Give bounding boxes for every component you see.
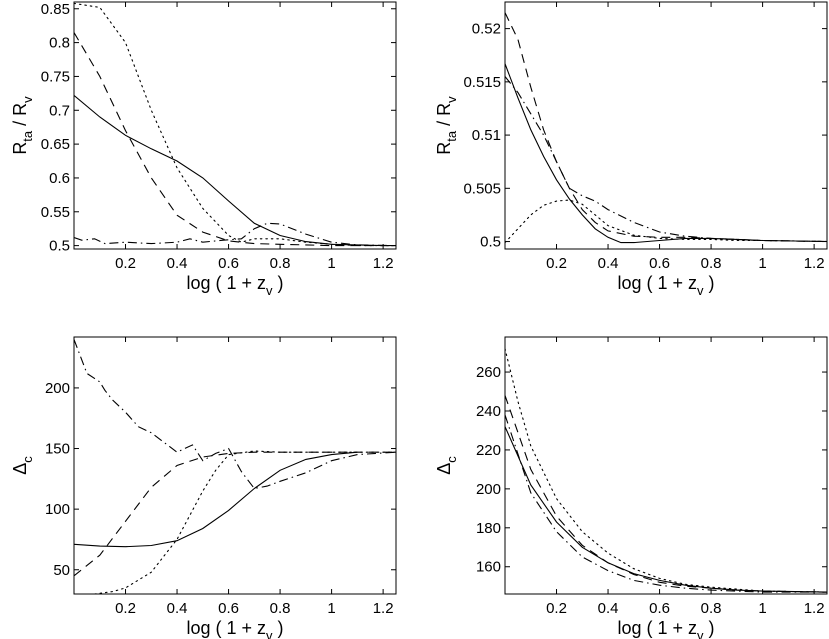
- x-tick-label: 0.2: [546, 255, 567, 272]
- panel-top-right: 0.2 0.4 0.6 0.8 1 1.2 0.5 0.505 0.51 0.515 0.52 log…: [434, 1, 828, 298]
- panel-bottom-left: 0.2 0.4 0.6 0.8 1 1.2 50 100 150 200 log ( 1 + zv …: [10, 336, 397, 639]
- y-axis-label: Δc: [434, 456, 459, 475]
- series-line-dashdot: [74, 339, 396, 490]
- x-tick-label: 0.4: [167, 600, 188, 617]
- y-axis-label: Rta / Rv: [434, 96, 459, 155]
- x-tick-label: 1.2: [804, 600, 825, 617]
- y-tick-label: 0.85: [41, 1, 70, 18]
- series-line-solid: [505, 63, 827, 244]
- x-tick-label: 1: [758, 600, 766, 617]
- x-tick-label: 1: [327, 255, 335, 272]
- y-tick-label: 240: [476, 403, 501, 420]
- x-tick-label: 1.2: [373, 600, 394, 617]
- series-line-dotted: [505, 199, 827, 244]
- x-axis-label: log ( 1 + zv ): [186, 273, 283, 298]
- axes-frame: [73, 1, 397, 250]
- x-tick-label: 0.8: [701, 600, 722, 617]
- y-tick-label: 220: [476, 442, 501, 459]
- y-tick-label: 100: [45, 501, 70, 518]
- x-tick-label: 0.4: [598, 255, 619, 272]
- x-tick-label: 0.6: [218, 600, 239, 617]
- series-line-dotted: [74, 2, 396, 247]
- series-line-dashed: [74, 32, 396, 247]
- series-line-dashed: [505, 395, 827, 593]
- x-tick-label: 0.2: [115, 600, 136, 617]
- series-line-dashdot: [505, 414, 827, 593]
- series-line-solid: [74, 451, 358, 548]
- series-line-dashdot: [505, 76, 827, 243]
- series-line-dotted: [94, 450, 396, 594]
- x-tick-label: 0.6: [649, 600, 670, 617]
- y-tick-label: 0.8: [49, 35, 70, 52]
- x-tick-label: 0.8: [270, 255, 291, 272]
- x-tick-label: 0.2: [546, 600, 567, 617]
- panel-bottom-right: 0.2 0.4 0.6 0.8 1 1.2 160 180 200 220 240 260 log ( …: [434, 336, 828, 639]
- y-tick-label: 0.6: [49, 170, 70, 187]
- y-axis-label: Rta / Rv: [10, 96, 35, 155]
- y-tick-label: 0.5: [49, 238, 70, 255]
- y-tick-label: 0.505: [463, 180, 501, 197]
- x-axis-label: log ( 1 + zv ): [617, 618, 714, 639]
- y-tick-label: 180: [476, 520, 501, 537]
- x-tick-label: 0.8: [270, 600, 291, 617]
- y-tick-label: 0.65: [41, 136, 70, 153]
- axes-frame: [504, 1, 828, 250]
- x-tick-label: 1.2: [373, 255, 394, 272]
- y-tick-label: 0.515: [463, 74, 501, 91]
- y-tick-label: 260: [476, 364, 501, 381]
- x-tick-label: 1: [327, 600, 335, 617]
- y-tick-label: 0.75: [41, 68, 70, 85]
- y-tick-label: 0.55: [41, 204, 70, 221]
- x-tick-label: 1: [758, 255, 766, 272]
- series-line-dashed: [74, 451, 396, 577]
- x-axis-label: log ( 1 + zv ): [186, 618, 283, 639]
- series-line-solid: [74, 94, 396, 247]
- x-tick-label: 1.2: [804, 255, 825, 272]
- axes-frame: [73, 336, 397, 595]
- y-tick-label: 150: [45, 441, 70, 458]
- series-line-dotted: [505, 348, 827, 593]
- x-tick-label: 0.4: [598, 600, 619, 617]
- y-tick-label: 0.5: [480, 234, 501, 251]
- x-tick-label: 0.6: [218, 255, 239, 272]
- y-axis-label: Δc: [10, 456, 35, 475]
- y-tick-label: 0.52: [472, 21, 501, 38]
- axes-frame: [504, 336, 828, 595]
- y-tick-label: 160: [476, 559, 501, 576]
- y-tick-label: 200: [476, 481, 501, 498]
- x-tick-label: 0.4: [167, 255, 188, 272]
- series-line-dashdot: [74, 222, 396, 247]
- x-tick-label: 0.8: [701, 255, 722, 272]
- y-tick-label: 200: [45, 380, 70, 397]
- panel-top-left: 0.2 0.4 0.6 0.8 1 1.2 0.5 0.55 0.6 0.65 0.7 0.75 0.8…: [10, 1, 397, 298]
- x-axis-label: log ( 1 + zv ): [617, 273, 714, 298]
- y-tick-label: 50: [53, 562, 70, 579]
- y-tick-label: 0.51: [472, 127, 501, 144]
- x-tick-label: 0.6: [649, 255, 670, 272]
- y-tick-label: 0.7: [49, 102, 70, 119]
- series-line-dashed: [505, 12, 827, 243]
- x-tick-label: 0.2: [115, 255, 136, 272]
